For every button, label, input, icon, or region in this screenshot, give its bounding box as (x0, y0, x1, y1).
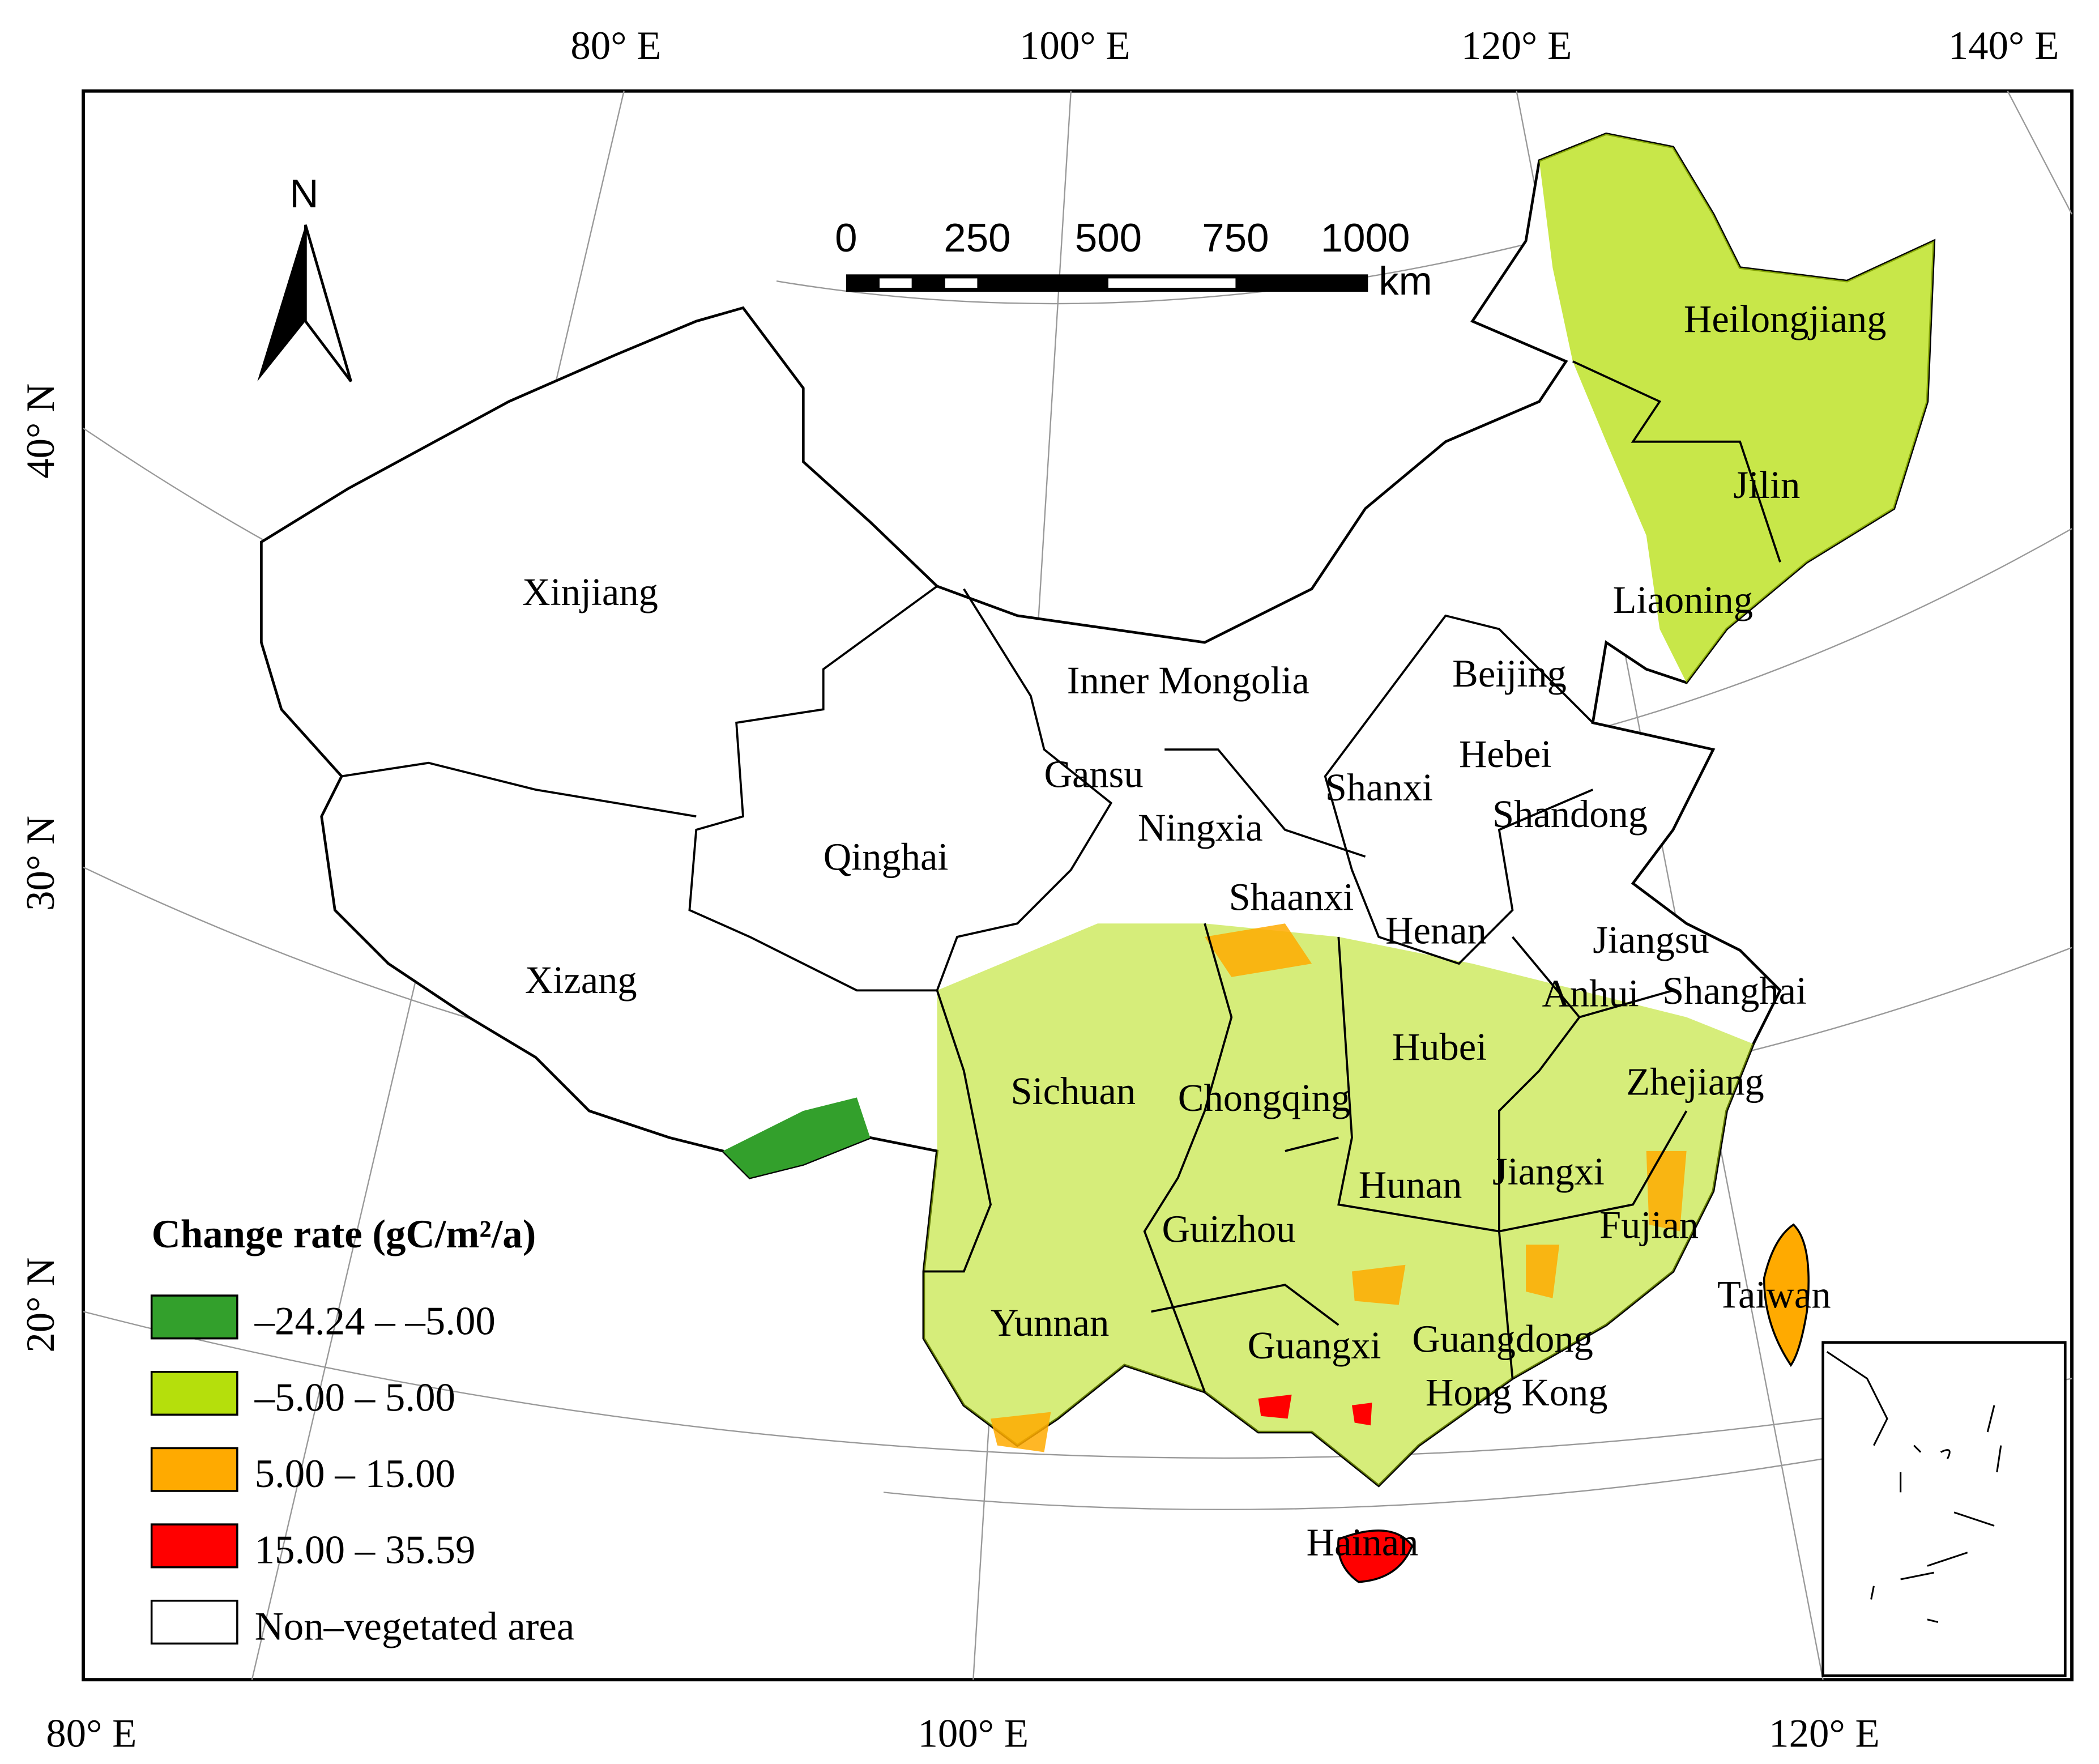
region-label: Guangxi (1248, 1324, 1381, 1367)
legend-title: Change rate (gC/m²/a) (152, 1212, 536, 1256)
region-label: Xizang (525, 958, 637, 1002)
graticule-label: 100° E (1019, 24, 1130, 68)
region-label: Shanghai (1662, 969, 1807, 1012)
graticule-label: 100° E (918, 1711, 1029, 1756)
legend-label: Non–vegetated area (255, 1604, 575, 1648)
china-map (260, 132, 1936, 1583)
region-label: Taiwan (1717, 1273, 1831, 1316)
region-label: Chongqing (1178, 1076, 1350, 1119)
region-label: Guangdong (1412, 1317, 1593, 1360)
region-label: Shanxi (1325, 766, 1433, 809)
scale-label: 250 (944, 216, 1010, 261)
legend-swatch (150, 1294, 238, 1340)
scale-label: 1000 (1321, 216, 1410, 261)
region-label: Henan (1385, 909, 1487, 952)
legend-label: –24.24 – –5.00 (254, 1299, 496, 1344)
region-label: Fujian (1599, 1203, 1699, 1246)
legend-swatch (150, 1599, 238, 1645)
graticule-label: 80° E (570, 24, 661, 68)
scale-bar (846, 274, 1368, 292)
region-label: Inner Mongolia (1067, 659, 1309, 702)
region-label: Gansu (1044, 752, 1144, 795)
legend-label: 5.00 – 15.00 (255, 1452, 455, 1496)
legend-label: –5.00 – 5.00 (254, 1375, 455, 1420)
region-label: Shandong (1492, 792, 1648, 836)
scale-unit: km (1379, 259, 1432, 304)
graticule-label: 120° E (1769, 1711, 1880, 1756)
legend-swatch (150, 1523, 238, 1569)
region-label: Zhejiang (1626, 1060, 1764, 1103)
region-label: Xinjiang (522, 570, 658, 613)
region-label: Hunan (1359, 1164, 1462, 1207)
legend-swatch (150, 1370, 238, 1416)
legend-swatch (150, 1447, 238, 1492)
scale-label: 0 (835, 216, 857, 261)
graticule-label: 80° E (46, 1711, 136, 1756)
region-label: Ningxia (1138, 806, 1263, 849)
graticule-label: 20° N (19, 1258, 63, 1353)
region-label: Hong Kong (1426, 1371, 1608, 1414)
region-label: Jiangsu (1593, 918, 1709, 961)
region-label: Jiangxi (1492, 1150, 1605, 1193)
graticule-label: 140° E (1948, 24, 2059, 68)
region-label: Heilongjiang (1684, 297, 1887, 340)
graticule-label: 40° N (19, 384, 63, 479)
graticule-label: 120° E (1461, 24, 1572, 68)
region-label: Sichuan (1010, 1070, 1136, 1113)
graticule-label: 30° N (19, 816, 63, 911)
scale-label: 750 (1202, 216, 1269, 261)
region-label: Guizhou (1162, 1208, 1295, 1251)
region-label: Beijing (1452, 652, 1567, 695)
region-label: Jilin (1733, 463, 1800, 506)
inset (1821, 1341, 2067, 1677)
region-label: Anhui (1542, 972, 1639, 1015)
region-label: Hubei (1392, 1025, 1487, 1068)
scale-label: 500 (1075, 216, 1142, 261)
region-label: Hebei (1459, 732, 1552, 776)
north-label: N (289, 172, 318, 216)
region-label: Shaanxi (1229, 876, 1354, 919)
region-label: Qinghai (824, 836, 949, 879)
region-label: Hainan (1307, 1520, 1419, 1563)
region-label: Liaoning (1613, 578, 1753, 621)
legend-label: 15.00 – 35.59 (255, 1528, 476, 1573)
region-label: Yunnan (991, 1301, 1109, 1344)
